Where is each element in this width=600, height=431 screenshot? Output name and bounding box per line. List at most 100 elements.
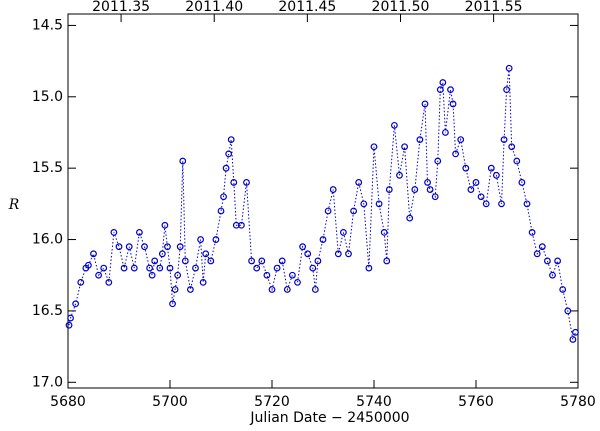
data-point [447,86,454,94]
data-point [431,193,439,201]
data-point [436,86,444,94]
data-point [220,193,227,201]
data-point [406,214,414,222]
data-point [181,257,189,265]
data-point [452,150,460,158]
data-point [449,100,457,108]
y-axis-label: R [8,197,20,213]
data-point [350,207,358,215]
data-point [365,264,373,272]
data-point [554,257,561,265]
y-tick-label: 14.5 [32,17,63,33]
data-point [375,200,383,208]
data-point [278,257,286,265]
data-point [559,286,567,293]
data-point [289,271,296,279]
x2-tick-label: 2011.55 [465,0,523,15]
data-point [472,179,480,186]
data-point [141,243,148,251]
data-point [508,143,516,151]
data-point [273,264,281,272]
data-point [482,200,490,208]
data-point [72,300,80,308]
data-point [434,157,442,165]
data-point [164,243,171,251]
data-point [105,278,113,286]
data-point [416,136,424,144]
data-point [487,164,495,172]
x-tick-label: 5740 [356,394,392,410]
data-point [130,264,138,272]
plot-frame [67,13,579,389]
data-point [518,179,526,186]
data-point [176,243,184,251]
data-point [544,257,551,265]
data-point [207,257,215,265]
data-point [77,278,85,286]
data-point [90,250,97,258]
x2-tick-label: 2011.35 [92,0,150,15]
data-point [120,264,128,272]
data-point [319,236,327,243]
data-point [161,221,169,229]
x-tick-label: 5780 [560,394,596,410]
data-point [95,271,102,279]
data-point [100,264,108,272]
data-point [383,257,391,265]
data-point [549,271,556,279]
series-line [68,68,576,342]
data-point [179,157,187,165]
x2-tick-label: 2011.45 [278,0,336,15]
data-point [169,300,176,308]
data-point [401,143,409,151]
data-point [513,157,521,165]
data-point [230,179,238,186]
y-tick-label: 15.5 [32,160,63,176]
data-point [151,257,159,265]
data-point [360,200,368,208]
data-point [462,164,470,172]
data-point [294,278,301,286]
data-point [467,186,475,193]
data-point [457,136,465,144]
data-point [125,243,133,251]
data-point [148,271,156,279]
data-point [171,286,179,293]
data-point [572,328,579,336]
data-point [334,250,342,258]
data-point [533,250,541,258]
data-point [115,243,123,251]
data-point [225,150,233,158]
data-point [340,229,347,236]
data-point [304,250,312,258]
data-point [174,271,182,279]
data-point [268,286,276,293]
data-point [309,264,317,272]
data-point [199,278,207,286]
data-point [391,121,398,129]
data-point [258,257,266,265]
data-point [311,286,319,293]
data-point [84,261,92,269]
data-point [396,171,403,179]
x-tick-label: 5700 [152,394,188,410]
data-point [411,186,419,193]
data-point [186,286,194,293]
data-point [263,271,271,279]
data-point [197,236,205,243]
data-point [370,143,378,151]
data-point [498,200,505,208]
x2-tick-label: 2011.50 [372,0,430,15]
data-point [345,250,352,258]
y-tick-label: 16.0 [32,232,63,248]
data-point [146,264,154,272]
data-point [355,179,363,186]
data-point [283,286,291,293]
data-point [380,229,388,236]
data-point [212,236,220,243]
data-point [324,207,332,215]
data-point [192,264,199,272]
data-point [500,136,508,144]
data-point [253,264,261,272]
